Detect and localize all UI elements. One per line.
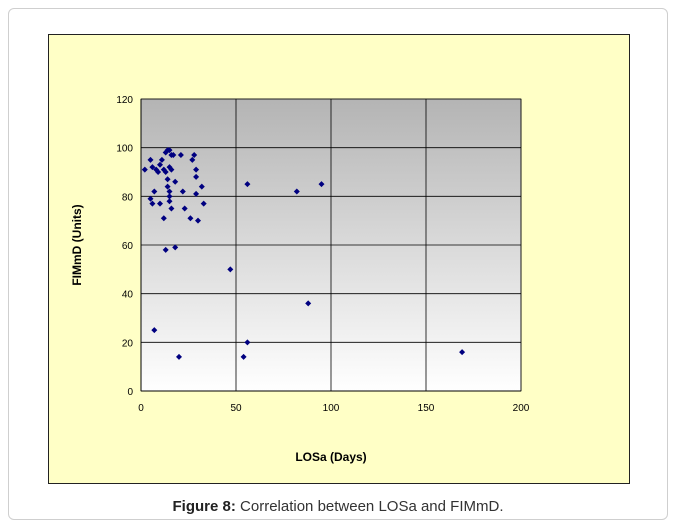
x-axis-label: LOSa (Days)	[295, 450, 366, 464]
data-point	[170, 151, 177, 158]
y-tick-label: 80	[122, 192, 134, 203]
data-point	[166, 193, 173, 200]
data-point	[191, 151, 198, 158]
y-tick-label: 60	[122, 241, 134, 252]
y-axis-label: FIMmD (Units)	[70, 204, 84, 285]
data-point	[162, 149, 169, 156]
data-point	[157, 200, 163, 207]
data-point	[149, 200, 156, 207]
data-point	[305, 300, 312, 307]
data-point	[318, 181, 325, 188]
data-point	[158, 156, 165, 163]
y-tick-label: 120	[116, 95, 133, 106]
y-tick-label: 100	[116, 144, 133, 155]
data-point	[189, 156, 196, 163]
x-tick-label: 200	[513, 403, 530, 414]
data-point	[164, 176, 171, 183]
data-point	[193, 166, 200, 173]
y-tick-label: 0	[127, 387, 133, 398]
data-point	[177, 151, 184, 158]
data-point	[149, 164, 156, 171]
y-tick-label: 40	[122, 290, 134, 301]
data-point	[164, 183, 171, 190]
data-point	[198, 183, 205, 190]
data-point	[181, 205, 188, 212]
data-point	[166, 188, 173, 195]
figure-caption: Figure 8: Correlation between LOSa and F…	[0, 498, 676, 515]
data-point	[195, 217, 201, 224]
data-point	[200, 200, 207, 207]
data-point	[151, 188, 158, 195]
data-point	[244, 339, 251, 346]
data-point	[168, 166, 175, 173]
data-point	[166, 147, 173, 154]
data-point	[157, 161, 163, 168]
caption-text: Correlation between LOSa and FIMmD.	[240, 498, 504, 515]
data-point	[166, 198, 173, 205]
data-point	[293, 188, 300, 195]
data-point	[172, 244, 179, 251]
data-point	[147, 156, 154, 163]
data-point	[176, 353, 182, 360]
data-point	[151, 327, 158, 334]
data-point	[141, 166, 148, 173]
x-tick-label: 100	[323, 403, 340, 414]
data-point	[162, 246, 169, 253]
data-point	[155, 169, 162, 175]
data-point	[172, 178, 179, 185]
data-point	[147, 195, 154, 202]
x-tick-label: 0	[138, 403, 144, 414]
caption-label: Figure 8:	[172, 498, 236, 515]
y-tick-label: 20	[122, 338, 134, 349]
data-point	[162, 169, 169, 175]
data-point	[179, 188, 186, 195]
x-tick-label: 150	[418, 403, 435, 414]
data-point	[244, 181, 251, 188]
data-point	[459, 349, 466, 356]
chart-frame: 0 20 40 60 80 100 120 0 50 100 150 200 LOSa (Days) …	[48, 34, 630, 484]
data-point	[160, 215, 167, 222]
x-tick-label: 50	[230, 403, 242, 414]
data-point	[193, 190, 200, 197]
data-point	[193, 173, 200, 180]
data-point	[227, 266, 234, 273]
data-point	[168, 205, 175, 212]
data-point	[187, 215, 194, 222]
data-point	[240, 353, 247, 360]
